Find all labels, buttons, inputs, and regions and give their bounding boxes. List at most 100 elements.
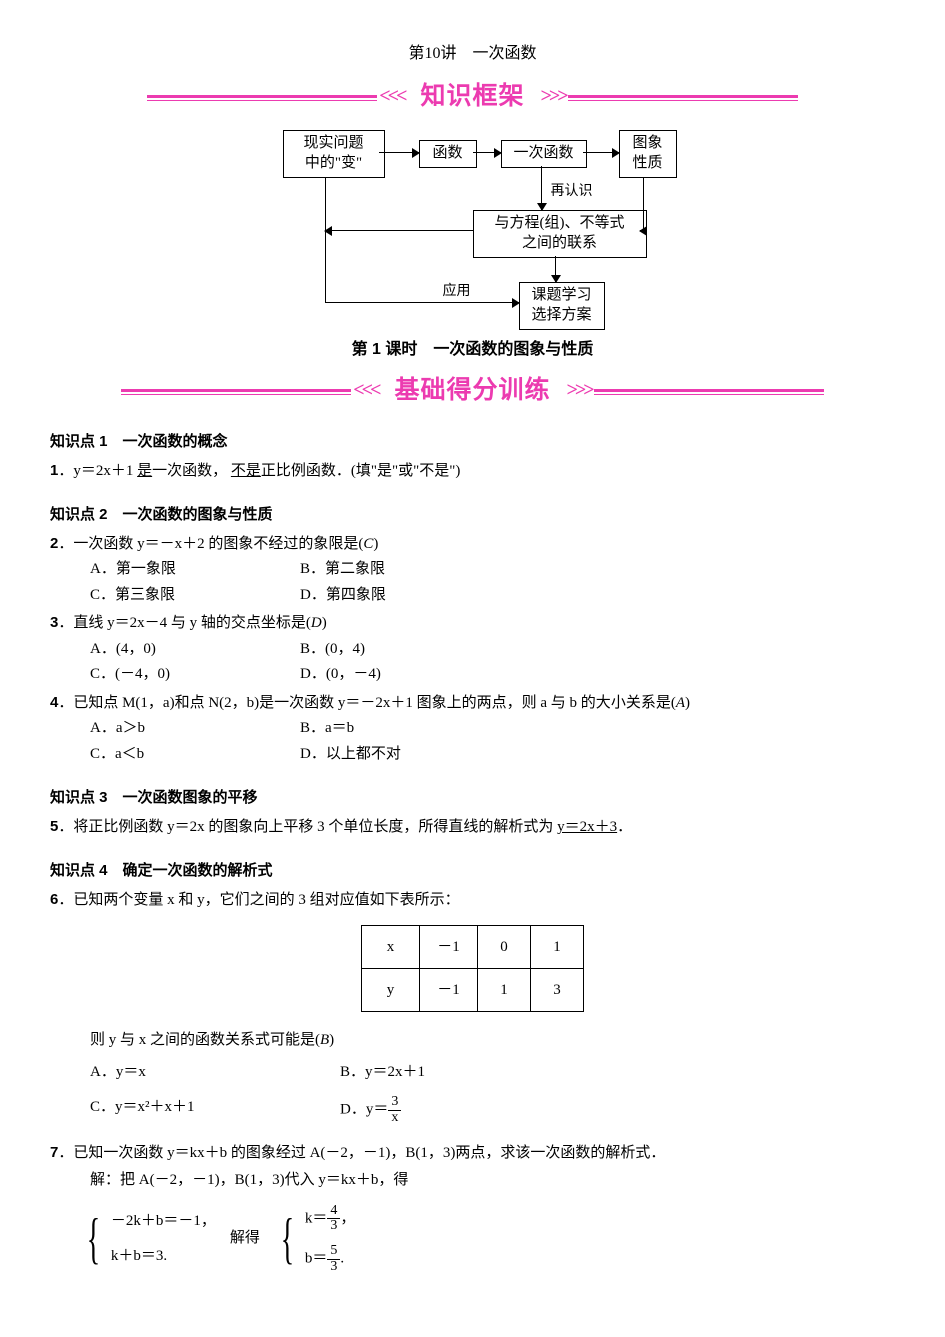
knowledge-point-3: 知识点 3 一次函数图象的平移 [50,785,895,812]
eq-line: －2k＋b＝－1， [111,1209,216,1235]
kp-heading: 知识点 4 确定一次函数的解析式 [50,862,273,879]
answer-blank: 是 [137,463,152,479]
q-text: ．直线 y＝2x－4 与 y 轴的交点坐标是( [58,615,311,631]
option-d: D．以上都不对 [300,742,500,768]
xy-table: x －1 0 1 y －1 1 3 [361,925,584,1012]
eq-pre: k＝ [305,1210,328,1226]
fraction-num: 4 [327,1204,340,1220]
fc-node-reality: 现实问题 中的"变" [283,130,385,178]
fc-node-graph-prop: 图象 性质 [619,130,677,178]
banner-text: 知识框架 [420,75,524,118]
table-cell: 3 [531,969,584,1012]
answer: B [320,1032,329,1048]
knowledge-point-4: 知识点 4 确定一次函数的解析式 [50,858,895,885]
banner-basic-training: <<< 基础得分训练 >>> [50,369,895,412]
q-text: ．一次函数 y＝－x＋2 的图象不经过的象限是( [58,536,363,552]
table-row: y －1 1 3 [362,969,584,1012]
option-a: A．第一象限 [90,557,300,583]
q-text: ．已知两个变量 x 和 y，它们之间的 3 组对应值如下表所示： [58,892,459,908]
option-b: B．第二象限 [300,557,500,583]
fraction-den: x [388,1111,401,1126]
question-6: 6．已知两个变量 x 和 y，它们之间的 3 组对应值如下表所示： [50,887,895,914]
option-a: A．a＞b [90,716,300,742]
chevron-right-icon: >>> [567,373,592,407]
q-close: ) [322,615,327,631]
answer-blank: 不是 [231,463,261,479]
q-text: ． [617,819,632,835]
question-3: 3．直线 y＝2x－4 与 y 轴的交点坐标是(D) A．(4，0)B．(0，4… [50,610,895,688]
option-b: B．y＝2x＋1 [340,1060,425,1086]
table-cell: －1 [420,926,478,969]
line-icon [325,178,326,302]
option-a: A．y＝x [90,1060,340,1086]
answer: A [676,695,685,711]
option-d: D．第四象限 [300,583,500,609]
arrow-icon [555,256,556,282]
question-7: 7．已知一次函数 y＝kx＋b 的图象经过 A(－2，－1)，B(1，3)两点，… [50,1140,895,1167]
question-1: 1．y＝2x＋1 是一次函数， 不是正比例函数．(填"是"或"不是") [50,458,895,485]
q-text: 则 y 与 x 之间的函数关系式可能是( [90,1032,320,1048]
fraction-den: 3 [327,1260,340,1275]
table-cell: y [362,969,420,1012]
fc-node-project: 课题学习 选择方案 [519,282,605,330]
knowledge-point-1: 知识点 1 一次函数的概念 [50,429,895,456]
chevron-left-icon: <<< [353,373,378,407]
fc-node-relations: 与方程(组)、不等式 之间的联系 [473,210,647,258]
fraction-den: 3 [327,1219,340,1234]
solution-line: 解：把 A(－2，－1)，B(1，3)代入 y＝kx＋b，得 [90,1168,895,1194]
solve-label: 解得 [230,1226,260,1252]
question-5: 5．将正比例函数 y＝2x 的图象向上平移 3 个单位长度，所得直线的解析式为 … [50,814,895,841]
q-text: ．y＝2x＋1 [58,463,133,479]
banner-text: 基础得分训练 [394,369,550,412]
fc-node-function: 函数 [419,140,477,168]
knowledge-flowchart: 现实问题 中的"变" 函数 一次函数 图象 性质 与方程(组)、不等式 之间的联… [193,130,753,330]
arrow-icon [379,152,419,153]
answer: D [311,615,322,631]
equation-system: { －2k＋b＝－1， k＋b＝3. 解得 { k＝43， b＝53. [80,1204,895,1275]
line-icon [643,178,644,230]
question-4: 4．已知点 M(1，a)和点 N(2，b)是一次函数 y＝－2x＋1 图象上的两… [50,690,895,768]
opt-d-pre: D．y＝ [340,1102,388,1118]
brace-icon: { [281,1211,294,1267]
arrow-icon [640,230,644,231]
knowledge-point-2: 知识点 2 一次函数的图象与性质 [50,502,895,529]
lesson-title: 第 1 课时 一次函数的图象与性质 [50,336,895,363]
eq-line: k＋b＝3. [111,1244,216,1270]
eq-post: ， [340,1210,355,1226]
option-d: D．y＝3x [340,1095,401,1125]
banner-knowledge-framework: <<< 知识框架 >>> [50,75,895,118]
arrow-icon [325,230,473,231]
arrow-icon [325,302,519,303]
page-title: 第10讲 一次函数 [50,40,895,67]
option-b: B．a＝b [300,716,500,742]
q-text: 一次函数， [152,463,227,479]
table-row: x －1 0 1 [362,926,584,969]
option-c: C．a＜b [90,742,300,768]
table-cell: 0 [478,926,531,969]
arrow-icon [473,152,501,153]
option-d: D．(0，－4) [300,662,500,688]
fc-node-linear: 一次函数 [501,140,587,168]
q-text: ．已知一次函数 y＝kx＋b 的图象经过 A(－2，－1)，B(1，3)两点，求… [58,1145,665,1161]
answer: C [363,536,373,552]
q-close: ) [685,695,690,711]
eq-line: k＝43， [305,1204,356,1234]
table-cell: 1 [531,926,584,969]
table-cell: x [362,926,420,969]
arrow-icon [583,152,619,153]
q-text: ．将正比例函数 y＝2x 的图象向上平移 3 个单位长度，所得直线的解析式为 [58,819,557,835]
fraction-num: 3 [388,1095,401,1111]
option-c: C．y＝x²＋x＋1 [90,1095,340,1125]
fc-label-recognize: 再认识 [551,180,593,204]
question-6-tail: 则 y 与 x 之间的函数关系式可能是(B) [90,1028,895,1054]
brace-icon: { [87,1211,100,1267]
chevron-right-icon: >>> [541,79,566,113]
kp-heading: 知识点 1 一次函数的概念 [50,433,228,450]
q-close: ) [373,536,378,552]
fraction-num: 5 [327,1244,340,1260]
option-c: C．(－4，0) [90,662,300,688]
option-a: A．(4，0) [90,637,300,663]
table-cell: －1 [420,969,478,1012]
eq-post: . [340,1251,344,1267]
table-cell: 1 [478,969,531,1012]
